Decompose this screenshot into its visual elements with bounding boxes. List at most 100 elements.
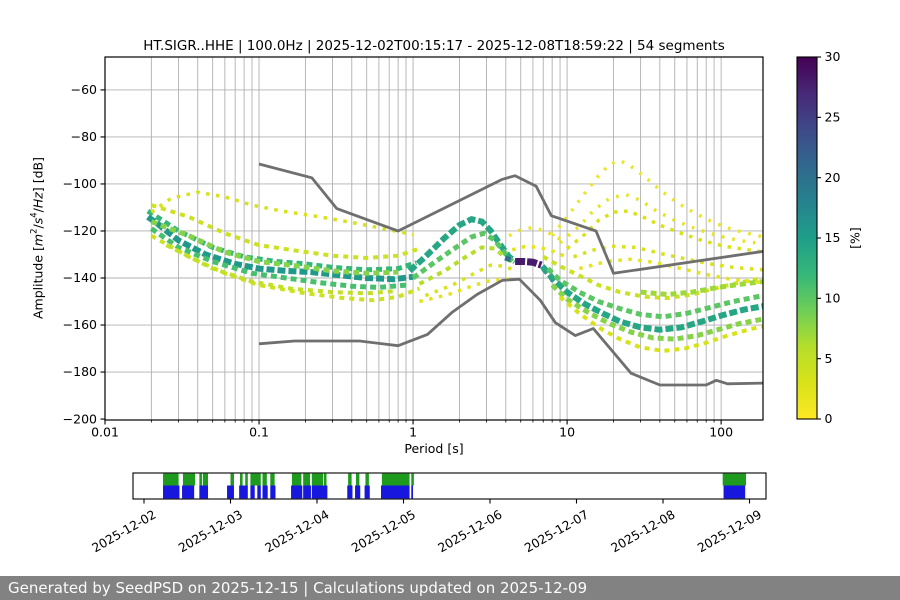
noise-model-nhnm bbox=[258, 162, 763, 275]
availability-bg bbox=[133, 473, 766, 499]
y-ticks-layer bbox=[100, 89, 105, 420]
availability-segment-green bbox=[311, 473, 324, 486]
psd-curve-right-green-upper bbox=[546, 266, 763, 320]
psd-curve-left-yellow-low bbox=[150, 233, 421, 303]
colorbar-tick-label: 10 bbox=[825, 291, 841, 306]
availability-segment-green bbox=[355, 473, 360, 486]
colorbar-tick-labels-layer: 0 5 10 15 20 25 30 bbox=[825, 49, 841, 426]
availability-segment-green bbox=[270, 473, 275, 486]
y-tick-label: −60 bbox=[71, 82, 97, 97]
psd-curve-quiet-arc-small bbox=[566, 209, 763, 254]
availability-segment-blue bbox=[199, 485, 209, 499]
y-axis-label: Amplitude [m2/s4/Hz] [dB] bbox=[29, 157, 46, 319]
availability-segment-blue bbox=[291, 485, 303, 499]
availability-segment-green bbox=[245, 473, 248, 486]
psd-curve-right-yellow-lower bbox=[558, 295, 763, 353]
availability-segment-blue bbox=[239, 485, 248, 499]
availability-segment-blue bbox=[347, 485, 353, 499]
colorbar-tick-label: 5 bbox=[825, 351, 833, 366]
y-axis-label-m: m bbox=[30, 233, 46, 247]
availability-segment-blue bbox=[227, 485, 234, 499]
availability-segment-green bbox=[199, 473, 202, 486]
availability-date-label: 2025-12-06 bbox=[436, 507, 505, 555]
x-tick-label: 0.01 bbox=[91, 425, 119, 440]
colorbar-tick-label: 30 bbox=[825, 49, 841, 64]
footer-bar: Generated by SeedPSD on 2025-12-15 | Cal… bbox=[0, 576, 900, 600]
availability-segment-green bbox=[291, 473, 302, 486]
y-axis-label-text: Amplitude [ bbox=[30, 246, 46, 319]
noise-model-nlnm bbox=[258, 277, 763, 387]
psd-curve-quiet-arc-mid bbox=[558, 192, 763, 246]
y-tick-label: −200 bbox=[63, 411, 97, 426]
availability-segment-blue bbox=[303, 485, 311, 499]
x-tick-label: 1 bbox=[409, 425, 417, 440]
availability-segment-green bbox=[230, 473, 234, 486]
availability-segment-blue bbox=[257, 485, 261, 499]
psd-curve-mid-teal-arc bbox=[407, 216, 517, 274]
y-axis-label-sup4: 4 bbox=[29, 212, 40, 218]
psd-curve-mid-green-arc bbox=[411, 230, 515, 281]
y-axis-label-hz: Hz bbox=[30, 192, 46, 209]
availability-segment-green bbox=[303, 473, 311, 486]
colorbar-label: [%] bbox=[847, 227, 863, 249]
availability-segment-green bbox=[348, 473, 352, 486]
availability-segment-green bbox=[182, 473, 196, 486]
availability-segment-green bbox=[262, 473, 267, 486]
psd-curve-quiet-line-2 bbox=[578, 257, 763, 285]
availability-segment-green bbox=[240, 473, 243, 486]
psd-curve-left-band-upper-green bbox=[146, 208, 418, 273]
availability-segment-blue bbox=[163, 485, 180, 499]
availability-segment-green bbox=[381, 473, 410, 486]
psd-histogram-layer bbox=[146, 158, 763, 353]
availability-segment-green bbox=[163, 473, 179, 486]
y-tick-label: −140 bbox=[63, 270, 97, 285]
noise-models-layer bbox=[258, 162, 763, 387]
availability-date-label: 2025-12-07 bbox=[522, 507, 591, 555]
y-tick-labels-layer: −60 −80 −100 −120 −140 −160 −180 −200 bbox=[63, 82, 97, 426]
psd-curve-left-yellow-arc bbox=[150, 190, 414, 237]
x-ticks-layer bbox=[104, 420, 722, 425]
availability-segment-green bbox=[250, 473, 261, 486]
y-tick-label: −120 bbox=[63, 223, 97, 238]
colorbar-tick-label: 15 bbox=[825, 230, 841, 245]
y-tick-label: −80 bbox=[71, 129, 97, 144]
colorbar-gradient-rect bbox=[797, 57, 817, 419]
availability-segment-blue bbox=[364, 485, 370, 499]
y-tick-label: −160 bbox=[63, 317, 97, 332]
x-tick-labels-layer: 0.01 0.1 1 10 100 bbox=[91, 425, 733, 440]
psd-curve-peak-scatter-up bbox=[508, 225, 568, 245]
x-tick-label: 0.1 bbox=[249, 425, 269, 440]
y-axis-label-s: s bbox=[30, 217, 46, 225]
colorbar-ticks-layer bbox=[817, 56, 821, 420]
y-axis-label-sup2: 2 bbox=[29, 228, 40, 234]
footer-text: Generated by SeedPSD on 2025-12-15 | Cal… bbox=[8, 579, 588, 597]
availability-segment-blue bbox=[311, 485, 328, 499]
y-axis-label-end: ] [dB] bbox=[30, 157, 46, 193]
psd-curve-right-teal-band bbox=[540, 264, 763, 333]
availability-date-label: 2025-12-09 bbox=[695, 507, 764, 555]
psd-curve-left-yellow-up bbox=[150, 203, 421, 261]
availability-segment-blue bbox=[262, 485, 268, 499]
colorbar-tick-label: 20 bbox=[825, 170, 841, 185]
colorbar-tick-label: 0 bbox=[825, 411, 833, 426]
x-tick-label: 100 bbox=[709, 425, 733, 440]
availability-segments-layer bbox=[163, 473, 747, 499]
psd-curve-peak-navy-left bbox=[504, 255, 514, 263]
availability-segment-blue bbox=[723, 485, 746, 499]
psd-curve-right-yellow-upper bbox=[542, 255, 763, 301]
availability-segment-green bbox=[722, 473, 747, 486]
x-axis-label: Period [s] bbox=[404, 441, 464, 456]
availability-segment-blue bbox=[381, 485, 410, 499]
availability-segment-blue bbox=[270, 485, 276, 499]
availability-ticks-layer bbox=[143, 499, 751, 504]
availability-date-label: 2025-12-02 bbox=[90, 507, 159, 555]
psd-curve-mid-yellow-under bbox=[418, 277, 510, 304]
availability-segment-blue bbox=[355, 485, 361, 499]
availability-segment-blue bbox=[411, 485, 414, 499]
psd-curve-right-green-lower bbox=[550, 283, 763, 342]
psd-curve-microseism-dark-peak bbox=[515, 258, 543, 269]
psd-curve-left-band-mid-green bbox=[150, 219, 399, 276]
psd-curve-left-band-mode bbox=[146, 214, 414, 283]
